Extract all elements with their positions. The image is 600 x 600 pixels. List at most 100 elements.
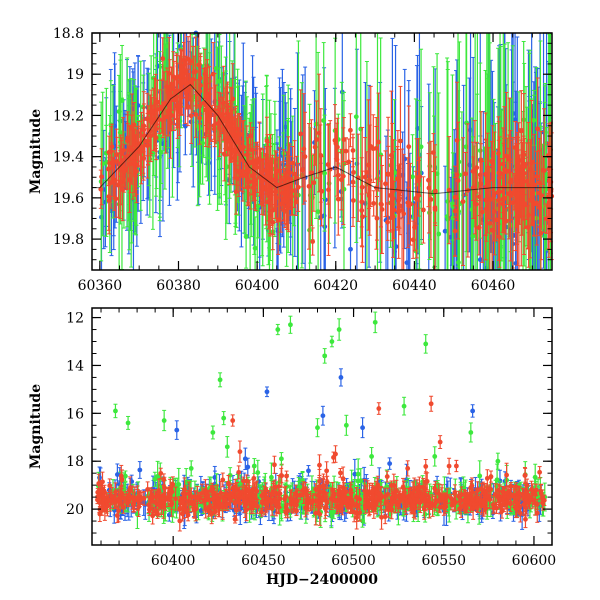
data-point: [366, 193, 372, 198]
top-point-blue: [442, 165, 448, 270]
data-point: [477, 148, 483, 154]
data-point: [501, 184, 506, 190]
data-point: [426, 177, 431, 183]
data-point: [245, 167, 251, 173]
data-point: [348, 246, 353, 252]
data-point: [99, 174, 104, 180]
data-point: [202, 71, 208, 77]
data-point: [213, 65, 219, 71]
data-point: [196, 62, 202, 68]
data-point: [470, 233, 476, 239]
data-point: [398, 138, 403, 144]
data-point: [238, 172, 243, 177]
data-point: [225, 137, 231, 143]
data-point: [108, 180, 114, 186]
data-point: [476, 225, 482, 231]
data-point: [463, 171, 468, 177]
data-point: [516, 214, 522, 219]
data-point: [537, 180, 542, 186]
data-point: [286, 202, 292, 208]
data-point: [534, 174, 540, 179]
data-point: [362, 174, 368, 180]
data-point: [241, 144, 246, 150]
top-panel: 60360 60380 60400 60420 60440 6046018.81919.2…: [28, 26, 555, 294]
data-point: [497, 170, 503, 176]
data-point: [405, 200, 411, 206]
top-point-red: [350, 182, 356, 219]
data-point: [460, 199, 466, 205]
data-point: [417, 174, 423, 180]
data-point: [290, 160, 296, 166]
data-point: [221, 100, 227, 106]
data-point: [120, 187, 125, 193]
data-point: [117, 179, 123, 185]
data-point: [348, 127, 353, 133]
data-point: [454, 137, 460, 143]
data-point: [274, 195, 279, 201]
data-point: [391, 207, 397, 213]
data-point: [406, 144, 412, 150]
data-point: [310, 239, 316, 244]
data-point: [141, 155, 147, 161]
data-point: [477, 172, 483, 178]
x-tick-label: 60440: [392, 278, 437, 294]
data-point: [521, 170, 527, 176]
data-point: [399, 207, 405, 213]
data-point: [538, 230, 544, 236]
data-point: [293, 199, 299, 205]
data-point: [188, 113, 194, 119]
data-point: [127, 161, 132, 167]
data-point: [332, 138, 338, 143]
data-point: [541, 168, 547, 174]
data-point: [455, 178, 461, 183]
data-point: [472, 200, 478, 206]
data-point: [287, 170, 293, 176]
data-point: [497, 175, 502, 181]
data-point: [193, 112, 199, 118]
data-point: [253, 163, 259, 168]
data-point: [421, 207, 426, 213]
top-point-red: [371, 190, 377, 217]
data-point: [193, 69, 199, 74]
x-tick-label: 60360: [78, 278, 123, 294]
data-point: [166, 111, 172, 117]
data-point: [452, 228, 458, 234]
data-point: [513, 178, 519, 183]
x-tick-label: 60380: [156, 278, 201, 294]
data-point: [311, 180, 317, 186]
top-point-green: [322, 114, 327, 232]
data-point: [161, 101, 167, 106]
data-point: [267, 195, 273, 201]
data-point: [385, 172, 391, 177]
data-point: [497, 234, 502, 240]
data-point: [225, 104, 231, 110]
top-point-blue: [295, 52, 300, 270]
data-point: [278, 177, 284, 183]
x-tick-label: 60420: [313, 278, 358, 294]
data-point: [341, 137, 347, 142]
data-point: [432, 207, 438, 213]
data-point: [487, 220, 493, 226]
data-point: [490, 160, 495, 165]
data-point: [416, 178, 422, 184]
data-point: [312, 144, 318, 150]
data-point: [109, 144, 115, 149]
data-point: [233, 189, 239, 195]
data-point: [346, 159, 352, 165]
data-point: [250, 185, 256, 191]
data-point: [496, 197, 502, 203]
data-point: [484, 179, 490, 185]
data-point: [367, 177, 373, 183]
data-point: [518, 200, 524, 206]
data-point: [210, 71, 216, 77]
data-point: [516, 163, 521, 169]
data-point: [525, 182, 531, 188]
data-point: [144, 116, 150, 122]
data-point: [383, 181, 388, 187]
data-point: [530, 190, 536, 196]
data-point: [197, 115, 202, 121]
data-point: [270, 219, 276, 225]
data-point: [283, 185, 289, 191]
data-point: [385, 219, 390, 225]
